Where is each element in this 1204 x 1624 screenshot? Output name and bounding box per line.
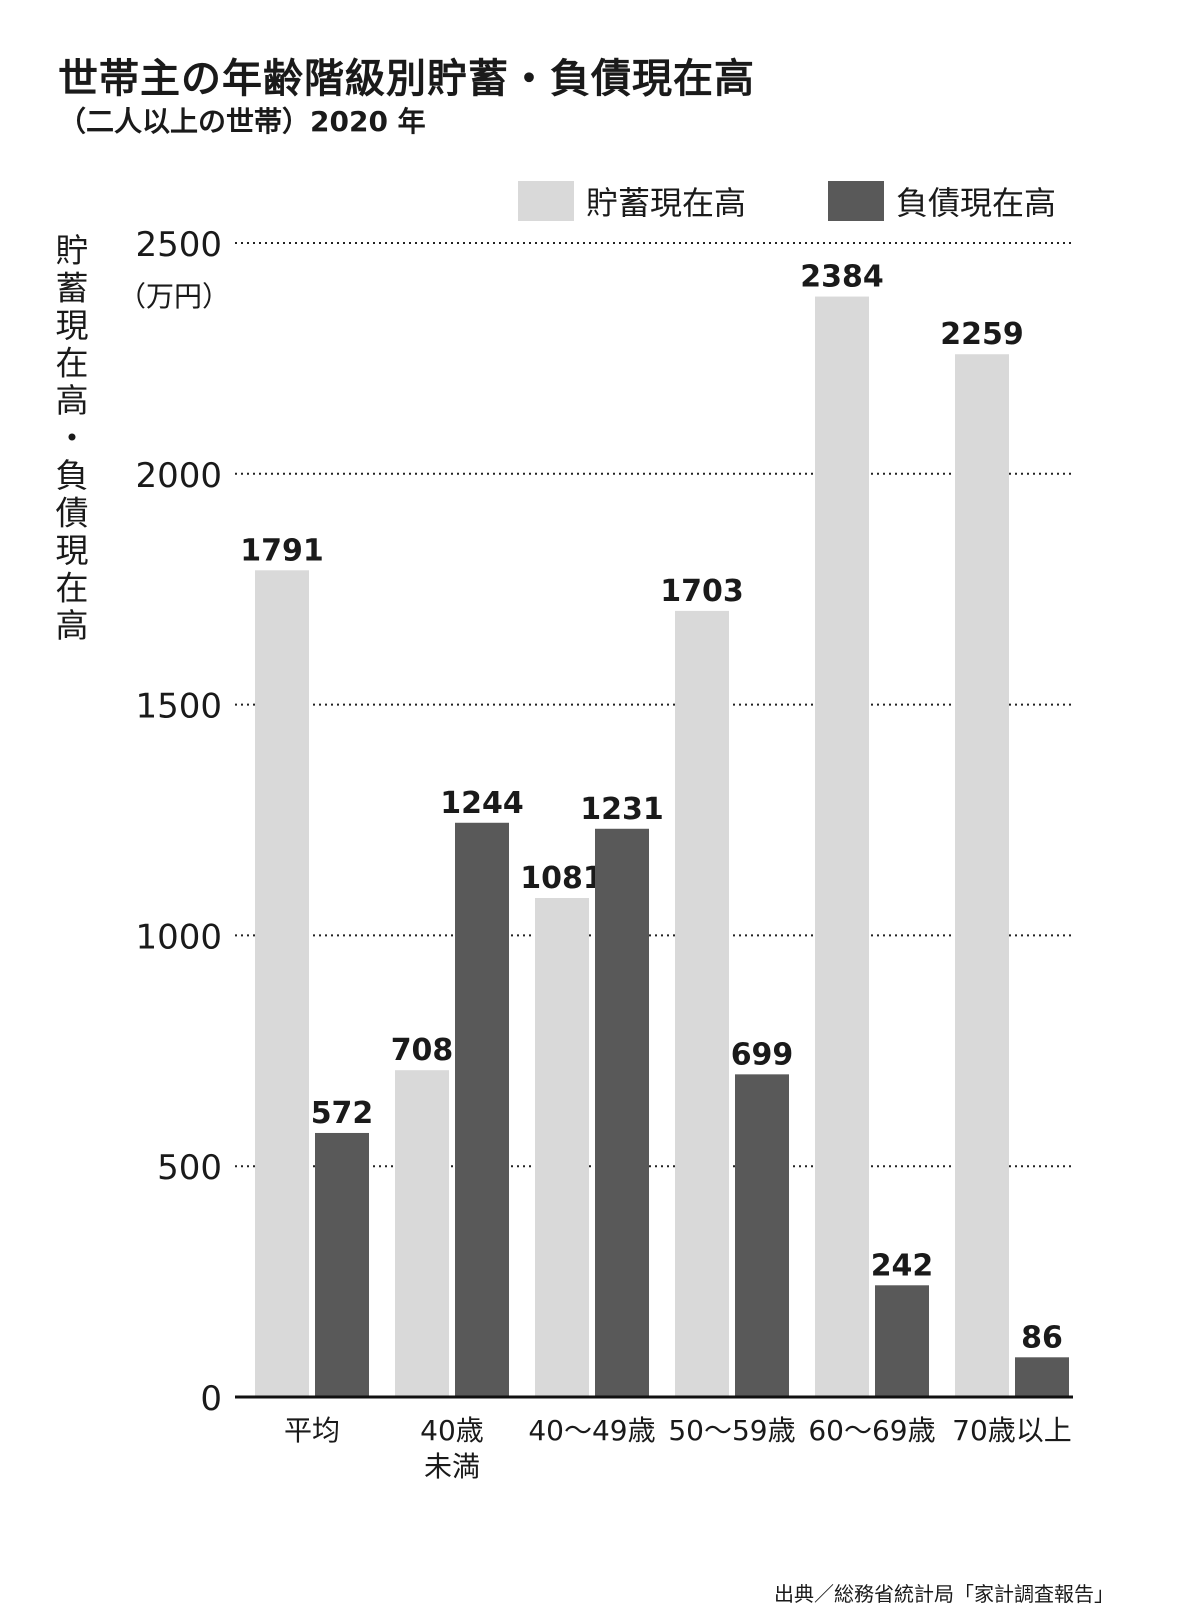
- bar-savings: [535, 898, 589, 1397]
- bar-debt: [875, 1285, 929, 1397]
- y-axis-label-char: 負: [56, 456, 89, 495]
- legend-label: 貯蓄現在高: [586, 184, 746, 222]
- bar-debt: [735, 1074, 789, 1397]
- y-axis-label-char: 高: [56, 381, 89, 420]
- y-tick-label: 2500: [135, 225, 222, 265]
- bar-savings: [255, 570, 309, 1397]
- y-tick-label: 1500: [135, 687, 222, 727]
- y-axis-label-char: ・: [56, 419, 89, 458]
- x-tick-label: 平均: [284, 1414, 340, 1447]
- data-label: 1081: [520, 861, 604, 896]
- x-tick-label: 50～59歳: [668, 1414, 795, 1447]
- data-label: 2384: [800, 260, 884, 295]
- y-axis-label-char: 債: [56, 494, 89, 533]
- x-tick-label: 60～69歳: [808, 1414, 935, 1447]
- bar-debt: [1015, 1357, 1069, 1397]
- y-axis-label-char: 現: [56, 306, 89, 345]
- bar-debt: [315, 1132, 369, 1397]
- data-label: 1244: [440, 786, 524, 821]
- data-label: 572: [311, 1096, 374, 1131]
- legend-swatch: [828, 181, 884, 221]
- bar-debt: [595, 828, 649, 1397]
- legend-label: 負債現在高: [896, 184, 1056, 222]
- y-tick-label: 2000: [135, 456, 222, 496]
- x-tick-label: 70歳以上: [952, 1414, 1072, 1447]
- data-label: 242: [871, 1248, 934, 1283]
- y-axis-label-char: 蓄: [56, 269, 89, 308]
- y-axis-label-char: 貯: [56, 231, 89, 270]
- bar-savings: [955, 354, 1009, 1397]
- chart-subtitle: （二人以上の世帯）2020 年: [58, 105, 426, 138]
- bar-savings: [395, 1070, 449, 1397]
- data-label: 699: [731, 1037, 794, 1072]
- bar-savings: [675, 610, 729, 1397]
- bar-savings: [815, 296, 869, 1397]
- data-label: 86: [1021, 1320, 1063, 1355]
- y-tick-label: 0: [200, 1379, 222, 1419]
- legend-swatch: [518, 181, 574, 221]
- x-tick-label: 40～49歳: [528, 1414, 655, 1447]
- data-label: 1231: [580, 792, 664, 827]
- y-unit-label: （万円）: [118, 280, 230, 313]
- data-label: 708: [391, 1033, 454, 1068]
- data-label: 2259: [940, 317, 1024, 352]
- y-axis-label-char: 高: [56, 606, 89, 645]
- y-axis-label-char: 現: [56, 531, 89, 570]
- chart-title: 世帯主の年齢階級別貯蓄・負債現在高: [58, 56, 755, 102]
- bar-debt: [455, 822, 509, 1397]
- y-tick-label: 1000: [135, 917, 222, 957]
- y-axis-label-char: 在: [56, 569, 89, 608]
- x-tick-label: 40歳: [420, 1414, 484, 1447]
- data-label: 1703: [660, 574, 744, 609]
- source-note: 出典／総務省統計局「家計調査報告」: [774, 1582, 1114, 1606]
- y-axis-label-char: 在: [56, 344, 89, 383]
- y-tick-label: 500: [157, 1148, 222, 1188]
- data-label: 1791: [240, 533, 324, 568]
- x-tick-label: 未満: [424, 1450, 480, 1483]
